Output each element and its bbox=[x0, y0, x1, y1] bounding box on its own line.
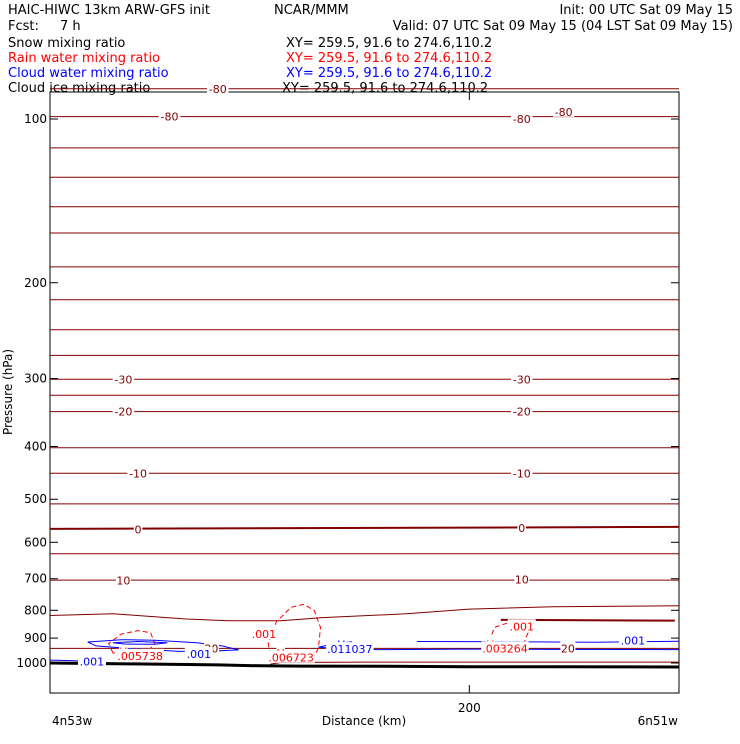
field-snow-xy: XY= 259.5, 91.6 to 274.6,110.2 bbox=[286, 36, 492, 51]
rain-label-bg-6 bbox=[481, 641, 529, 654]
isotherm-label-bg-3 bbox=[552, 104, 575, 117]
isotherm-label-4: -30 bbox=[114, 373, 132, 386]
y-tick-label-400: 400 bbox=[24, 440, 47, 454]
isotherm-label-7: -20 bbox=[513, 406, 531, 419]
isotherm-label-bg-13 bbox=[514, 572, 530, 585]
isotherm-label-0: -80 bbox=[209, 83, 227, 96]
y-tick-label-900: 900 bbox=[24, 631, 47, 645]
rain-label-bg-7 bbox=[507, 619, 536, 632]
isotherm-label-bg-15 bbox=[560, 641, 576, 654]
rain-label-7: .001 bbox=[510, 620, 535, 633]
isotherm-line-25 bbox=[270, 661, 679, 665]
isotherm-label-9: -10 bbox=[513, 467, 531, 480]
rain-label-4: .006723 bbox=[268, 652, 314, 665]
terrain-layer bbox=[49, 661, 680, 669]
isotherm-label-bg-7 bbox=[511, 404, 533, 417]
rain-label-bg-4 bbox=[267, 650, 315, 663]
isotherm-label-12: 10 bbox=[116, 575, 130, 588]
isotherm-label-15: 20 bbox=[561, 642, 575, 655]
isotherm-label-bg-12 bbox=[115, 573, 131, 586]
terrain-line bbox=[49, 661, 680, 669]
isotherm-label-bg-11 bbox=[517, 521, 526, 534]
y-tick-label-1000: 1000 bbox=[16, 656, 47, 670]
endpoint-left: 4n53w bbox=[52, 714, 93, 728]
cloud-label-0: .001 bbox=[80, 655, 105, 668]
isotherm-label-bg-4 bbox=[112, 372, 135, 385]
cloud-label-bg-0 bbox=[77, 654, 106, 667]
isotherm-label-5: -30 bbox=[513, 373, 531, 386]
org-label: NCAR/MMM bbox=[274, 3, 349, 18]
rain-label-1: .005738 bbox=[117, 650, 163, 663]
cloud-contour-6 bbox=[385, 648, 680, 651]
fcst-value: 7 h bbox=[60, 19, 81, 34]
rain-label-2: .001 bbox=[252, 628, 277, 641]
isotherm-label-bg-2 bbox=[511, 112, 533, 124]
x-axis-label: Distance (km) bbox=[322, 714, 406, 728]
isotherm-label-8: -10 bbox=[129, 467, 147, 480]
endpoint-right: 6n51w bbox=[638, 714, 679, 728]
y-tick-label-700: 700 bbox=[24, 572, 47, 586]
isotherm-layer bbox=[49, 88, 680, 665]
field-cloud-xy: XY= 259.5, 91.6 to 274.6,110.2 bbox=[286, 66, 492, 81]
isotherm-label-bg-8 bbox=[127, 466, 149, 479]
contour-label-layer: -80-80-80-80-30-30-20-20-10-100010102020… bbox=[77, 81, 647, 668]
y-axis-label: Pressure (hPa) bbox=[1, 349, 15, 435]
isotherm-label-10: 0 bbox=[135, 523, 142, 536]
x-tick-label-200: 200 bbox=[458, 701, 481, 715]
init-time: Init: 00 UTC Sat 09 May 15 bbox=[559, 3, 733, 18]
isotherm-label-bg-10 bbox=[133, 522, 143, 535]
isotherm-label-11: 0 bbox=[518, 522, 525, 535]
cloud-label-3: .011037 bbox=[327, 643, 373, 656]
isotherm-label-13: 10 bbox=[515, 573, 529, 586]
isotherm-label-3: -80 bbox=[555, 106, 573, 119]
field-cloud-name: Cloud water mixing ratio bbox=[8, 66, 169, 81]
y-tick-label-800: 800 bbox=[24, 603, 47, 617]
isotherm-label-bg-0 bbox=[206, 81, 229, 94]
header: HAIC-HIWC 13km ARW-GFS init NCAR/MMM Ini… bbox=[8, 3, 733, 96]
y-tick-label-500: 500 bbox=[24, 492, 47, 506]
cloud-label-bg-4 bbox=[618, 633, 647, 646]
isotherm-label-2: -80 bbox=[513, 113, 531, 126]
cloud-label-bg-1 bbox=[184, 647, 213, 660]
y-tick-label-200: 200 bbox=[24, 276, 47, 290]
valid-time: Valid: 07 UTC Sat 09 May 15 (04 LST Sat … bbox=[393, 19, 733, 34]
rain-label-bg-2 bbox=[249, 627, 278, 640]
field-snow-name: Snow mixing ratio bbox=[8, 36, 125, 51]
model-title: HAIC-HIWC 13km ARW-GFS init bbox=[8, 3, 210, 18]
field-rain-xy: XY= 259.5, 91.6 to 274.6,110.2 bbox=[286, 51, 492, 66]
fcst-label: Fcst: bbox=[8, 19, 39, 34]
rain-label-bg-1 bbox=[116, 648, 164, 661]
plot-frame bbox=[49, 91, 680, 694]
isotherm-line-15 bbox=[49, 605, 680, 622]
cloud-label-1: .001 bbox=[187, 648, 212, 661]
cloud-label-bg-3 bbox=[326, 642, 374, 655]
y-tick-label-100: 100 bbox=[24, 112, 47, 126]
isotherm-label-bg-6 bbox=[112, 404, 135, 417]
isotherm-label-bg-1 bbox=[158, 109, 181, 122]
rain-label-6: .003264 bbox=[482, 642, 528, 655]
cloud-contour-2 bbox=[112, 640, 168, 645]
isotherm-label-bg-5 bbox=[511, 372, 533, 385]
isotherm-line-0 bbox=[49, 525, 680, 530]
isotherm-label-bg-9 bbox=[511, 466, 533, 479]
y-tick-label-300: 300 bbox=[24, 372, 47, 386]
cloud-label-4: .001 bbox=[621, 635, 646, 648]
field-rain-name: Rain water mixing ratio bbox=[8, 51, 160, 66]
y-tick-label-600: 600 bbox=[24, 535, 47, 549]
isotherm-label-1: -80 bbox=[161, 111, 179, 124]
isotherm-label-6: -20 bbox=[114, 406, 132, 419]
rain-contour-layer bbox=[108, 603, 529, 664]
